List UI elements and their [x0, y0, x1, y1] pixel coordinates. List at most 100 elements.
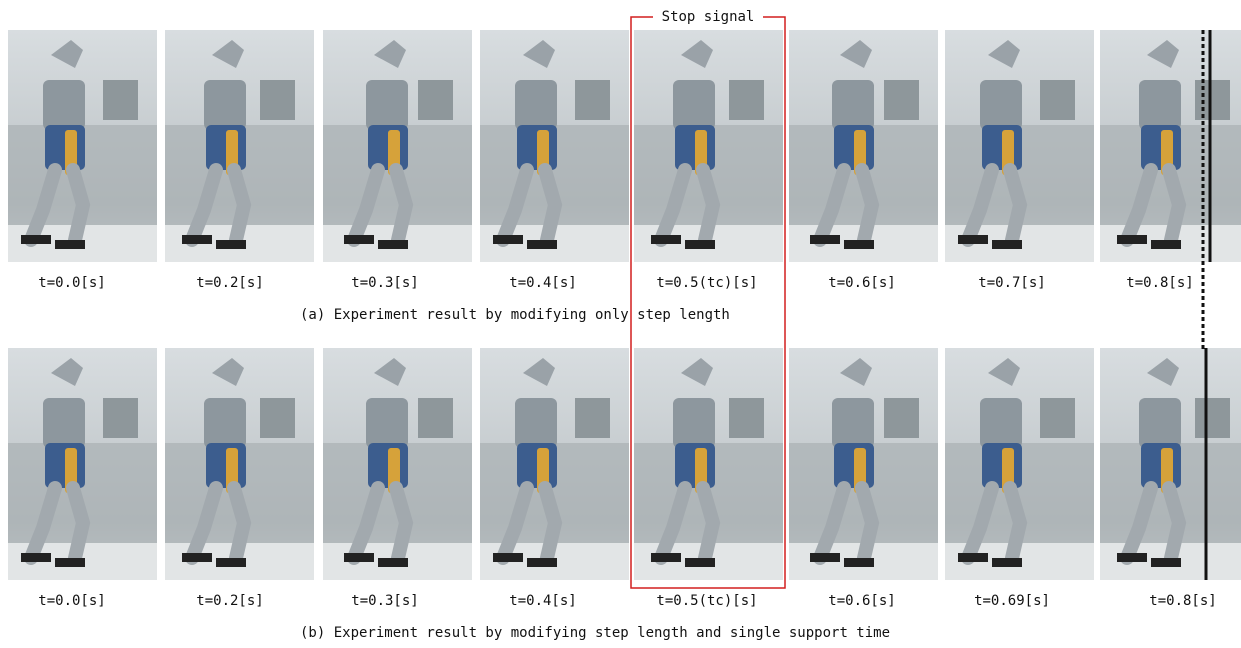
monitor	[884, 80, 919, 120]
robot-torso	[43, 398, 85, 448]
frame-label: t=0.7[s]	[978, 275, 1045, 291]
robot-foot	[55, 240, 85, 249]
robot-torso	[515, 80, 557, 130]
monitor	[575, 398, 610, 438]
robot-torso	[515, 398, 557, 448]
photo	[634, 30, 783, 262]
monitor	[729, 80, 764, 120]
frame-label: t=0.8[s]	[1149, 593, 1216, 609]
photo	[323, 30, 472, 262]
photo	[480, 30, 629, 262]
robot-foot	[378, 558, 408, 567]
monitor	[1195, 398, 1230, 438]
robot-foot	[685, 558, 715, 567]
robot-foot	[992, 240, 1022, 249]
robot-torso	[1139, 398, 1181, 448]
robot-foot	[344, 235, 374, 244]
robot-foot	[810, 553, 840, 562]
robot-foot	[685, 240, 715, 249]
frame-label: t=0.2[s]	[196, 593, 263, 609]
robot-foot	[651, 235, 681, 244]
photo	[789, 30, 938, 262]
robot-foot	[651, 553, 681, 562]
frame-label: t=0.8[s]	[1126, 275, 1193, 291]
robot-torso	[673, 80, 715, 130]
robot-foot	[844, 240, 874, 249]
robot-foot	[55, 558, 85, 567]
robot-foot	[958, 553, 988, 562]
monitor	[884, 398, 919, 438]
photo	[165, 30, 314, 262]
photo	[8, 30, 157, 262]
robot-foot	[1117, 235, 1147, 244]
frame-label: t=0.5(tc)[s]	[656, 275, 757, 291]
robot-foot	[493, 235, 523, 244]
monitor	[260, 80, 295, 120]
robot-foot	[493, 553, 523, 562]
photo	[789, 348, 938, 580]
frame-label: t=0.6[s]	[828, 275, 895, 291]
frame-label: t=0.2[s]	[196, 275, 263, 291]
robot-foot	[527, 558, 557, 567]
robot-foot	[21, 553, 51, 562]
monitor	[103, 80, 138, 120]
robot-torso	[832, 80, 874, 130]
robot-foot	[844, 558, 874, 567]
photo	[634, 348, 783, 580]
monitor	[1040, 398, 1075, 438]
robot-foot	[216, 558, 246, 567]
robot-torso	[204, 80, 246, 130]
robot-foot	[1151, 240, 1181, 249]
monitor	[1195, 80, 1230, 120]
frame-label: t=0.6[s]	[828, 593, 895, 609]
monitor	[729, 398, 764, 438]
robot-foot	[21, 235, 51, 244]
frame-label: t=0.0[s]	[38, 593, 105, 609]
robot-torso	[43, 80, 85, 130]
photo	[8, 348, 157, 580]
photo	[1100, 30, 1241, 262]
figure: t=0.0[s] t=0.2[s] t=0.3[s] t=0.4[s] t=0.5(tc…	[0, 0, 1241, 648]
caption: (a) Experiment result by modifying only …	[300, 307, 730, 323]
stop-label: Stop signal	[662, 9, 755, 25]
monitor	[260, 398, 295, 438]
photo	[1100, 348, 1241, 580]
robot-torso	[980, 80, 1022, 130]
robot-foot	[216, 240, 246, 249]
robot-foot	[378, 240, 408, 249]
robot-torso	[832, 398, 874, 448]
frame-label: t=0.3[s]	[351, 593, 418, 609]
photo	[165, 348, 314, 580]
robot-foot	[1117, 553, 1147, 562]
photo	[480, 348, 629, 580]
robot-torso	[980, 398, 1022, 448]
frame-label: t=0.4[s]	[509, 593, 576, 609]
frame-label: t=0.69[s]	[974, 593, 1050, 609]
frames: t=0.0[s] t=0.2[s] t=0.3[s] t=0.4[s] t=0.5(tc…	[8, 30, 1241, 641]
monitor	[575, 80, 610, 120]
robot-foot	[1151, 558, 1181, 567]
frame-label: t=0.0[s]	[38, 275, 105, 291]
robot-torso	[204, 398, 246, 448]
caption: (b) Experiment result by modifying step …	[300, 625, 890, 641]
frame-label: t=0.5(tc)[s]	[656, 593, 757, 609]
photo	[945, 348, 1094, 580]
photo	[945, 30, 1094, 262]
robot-foot	[992, 558, 1022, 567]
robot-foot	[182, 235, 212, 244]
photo	[323, 348, 472, 580]
monitor	[418, 398, 453, 438]
monitor	[418, 80, 453, 120]
robot-torso	[366, 80, 408, 130]
robot-foot	[344, 553, 374, 562]
robot-foot	[958, 235, 988, 244]
monitor	[1040, 80, 1075, 120]
robot-foot	[182, 553, 212, 562]
frame-label: t=0.4[s]	[509, 275, 576, 291]
frame-label: t=0.3[s]	[351, 275, 418, 291]
robot-torso	[366, 398, 408, 448]
robot-foot	[810, 235, 840, 244]
robot-torso	[1139, 80, 1181, 130]
monitor	[103, 398, 138, 438]
robot-foot	[527, 240, 557, 249]
